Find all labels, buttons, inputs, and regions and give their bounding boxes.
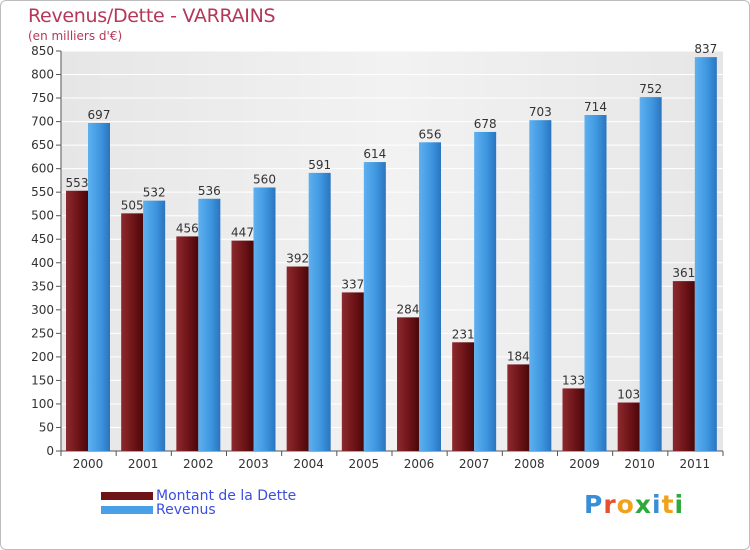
y-tick-label: 400	[31, 256, 54, 270]
bar-debt	[562, 388, 585, 451]
x-tick-label: 2000	[73, 457, 104, 471]
y-tick-label: 500	[31, 209, 54, 223]
logo-letter: i	[674, 490, 685, 519]
bar-revenue	[474, 131, 497, 452]
x-tick-label: 2003	[238, 457, 269, 471]
bar-debt	[231, 240, 254, 451]
y-tick-label: 850	[31, 44, 54, 58]
bar-debt	[617, 402, 640, 451]
logo-letter: r	[603, 490, 617, 519]
y-tick-label: 750	[31, 91, 54, 105]
logo-letter: o	[616, 490, 635, 519]
y-tick-label: 450	[31, 232, 54, 246]
bar-debt-value-label: 184	[507, 349, 530, 363]
bar-revenue-value-label: 536	[198, 184, 221, 198]
x-tick-label: 2011	[680, 457, 711, 471]
bar-debt	[121, 213, 144, 451]
bar-revenue	[143, 200, 166, 451]
legend-label-revenue: Revenus	[156, 502, 216, 518]
x-tick-label: 2001	[128, 457, 159, 471]
plot-area	[61, 51, 723, 451]
x-tick-label: 2007	[459, 457, 490, 471]
chart-subtitle: (en milliers d'€)	[28, 29, 123, 43]
bar-revenue-value-label: 697	[88, 108, 111, 122]
bar-revenue	[363, 162, 386, 451]
logo-letter: i	[652, 490, 662, 519]
legend-swatch-debt	[101, 492, 153, 500]
bar-debt-value-label: 231	[452, 327, 475, 341]
logo-letter: t	[661, 490, 675, 519]
bar-revenue	[198, 198, 221, 451]
bar-revenue	[308, 172, 331, 451]
bar-debt-value-label: 133	[562, 373, 585, 387]
bar-debt	[672, 281, 695, 451]
y-tick-label: 700	[31, 115, 54, 129]
y-tick-label: 350	[31, 279, 54, 293]
bar-chart: 0 50 100 150 200 250 300 350 400 450 500 550 600 650 7…	[31, 42, 724, 471]
bar-debt-value-label: 392	[286, 252, 309, 266]
y-tick-label: 300	[31, 303, 54, 317]
bar-revenue-value-label: 532	[143, 186, 166, 200]
bar-revenue-value-label: 714	[584, 100, 607, 114]
bar-debt-value-label: 284	[397, 302, 420, 316]
x-tick-label: 2010	[624, 457, 655, 471]
bar-revenue-value-label: 837	[694, 42, 717, 56]
proxiti-logo: Proxiti	[584, 490, 684, 519]
logo-letter: P	[584, 490, 604, 519]
bar-revenue	[639, 97, 662, 451]
bar-revenue	[694, 57, 717, 451]
legend-item-revenue: Revenus	[101, 503, 216, 517]
x-tick-label: 2008	[514, 457, 545, 471]
bar-revenue	[529, 120, 552, 452]
bar-revenue-value-label: 560	[253, 172, 276, 186]
legend-label-debt: Montant de la Dette	[156, 488, 297, 504]
bar-revenue	[88, 123, 110, 451]
bar-debt-value-label: 361	[672, 266, 695, 280]
bar-debt	[397, 317, 419, 451]
bar-debt	[176, 236, 199, 451]
bar-revenue-value-label: 752	[639, 82, 662, 96]
bar-debt-value-label: 447	[231, 226, 254, 240]
bar-revenue-value-label: 656	[419, 127, 442, 141]
bar-revenue-value-label: 614	[363, 147, 386, 161]
x-tick-label: 2002	[183, 457, 214, 471]
bar-revenue	[253, 187, 276, 451]
bar-debt-value-label: 103	[617, 388, 640, 402]
bar-debt	[507, 364, 530, 451]
bar-debt	[452, 342, 475, 451]
bar-revenue-value-label: 591	[308, 158, 331, 172]
y-tick-label: 650	[31, 138, 54, 152]
y-tick-label: 50	[39, 420, 54, 434]
bar-revenue	[419, 142, 441, 451]
bar-debt	[286, 266, 309, 451]
y-tick-label: 200	[31, 350, 54, 364]
bar-revenue-value-label: 703	[529, 105, 552, 119]
bar-debt-value-label: 505	[121, 198, 144, 212]
bar-revenue	[584, 115, 607, 451]
logo-letter: x	[634, 490, 652, 519]
legend-item-debt: Montant de la Dette	[101, 489, 296, 503]
x-tick-label: 2006	[404, 457, 435, 471]
bar-debt-value-label: 337	[341, 277, 364, 291]
bar-revenue-value-label: 678	[474, 117, 497, 131]
y-tick-label: 150	[31, 373, 54, 387]
legend-swatch-revenue	[101, 506, 153, 514]
bar-debt-value-label: 456	[176, 221, 199, 235]
bar-debt-value-label: 553	[66, 176, 89, 190]
bar-debt	[66, 190, 88, 451]
y-tick-label: 100	[31, 397, 54, 411]
y-tick-label: 600	[31, 162, 54, 176]
y-tick-label: 250	[31, 326, 54, 340]
y-tick-label: 550	[31, 185, 54, 199]
y-tick-label: 800	[31, 68, 54, 82]
x-tick-label: 2005	[349, 457, 380, 471]
chart-title: Revenus/Dette - VARRAINS	[28, 5, 276, 27]
x-tick-label: 2004	[293, 457, 324, 471]
y-tick-label: 0	[46, 444, 54, 458]
bar-debt	[341, 292, 364, 451]
x-tick-label: 2009	[569, 457, 600, 471]
